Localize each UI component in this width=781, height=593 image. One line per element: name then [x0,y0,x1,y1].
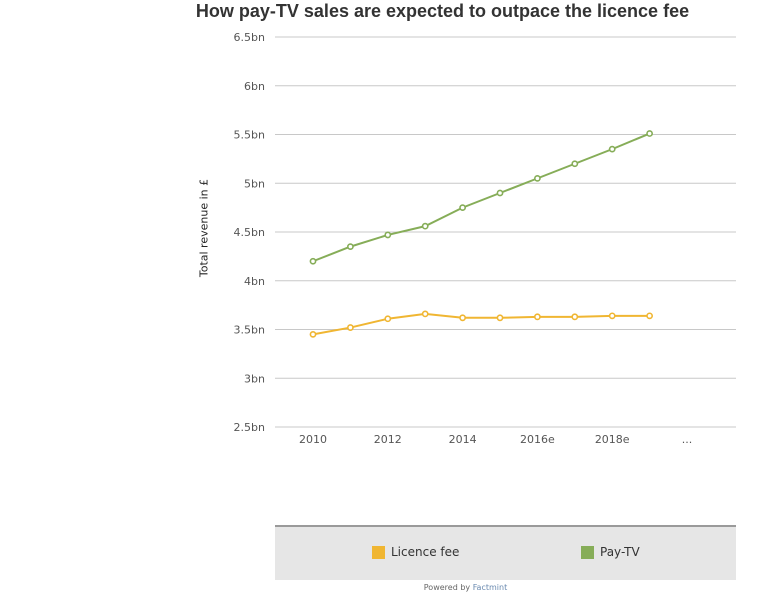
footer-prefix: Powered by [423,583,471,592]
legend-item-licence-fee[interactable]: Licence fee [372,545,459,559]
data-point [608,312,616,320]
data-point [608,145,616,153]
data-point [571,160,579,168]
series-line-pay-tv [312,132,650,263]
data-point [534,313,541,321]
y-tick-label: 3bn [244,372,265,385]
data-point [421,310,429,318]
data-point [459,314,466,322]
x-tick-label: 2014 [449,433,477,446]
x-tick-label: 2010 [299,433,327,446]
legend: Licence fee Pay-TV [275,525,736,580]
legend-label-licence-fee: Licence fee [391,545,460,559]
pay-tv-swatch [581,545,594,559]
x-tick-label: 2016e [520,433,555,446]
y-tick-label: 5bn [244,177,265,190]
data-point [346,243,354,251]
y-tick-label: 6bn [244,80,265,93]
data-point [534,174,541,182]
data-point [496,314,504,322]
data-point [496,189,504,197]
chart-title: How pay-TV sales are expected to outpace… [195,1,690,21]
y-tick-label: 4.5bn [234,226,265,239]
data-point [309,330,317,338]
data-point [459,204,466,212]
y-tick-label: 3.5bn [234,324,265,337]
data-point [646,312,653,320]
data-point [384,231,392,239]
x-tick-label: 2012 [374,433,402,446]
y-tick-label: 4bn [244,275,265,288]
y-tick-label: 2.5bn [234,421,265,434]
licence-fee-swatch [372,545,385,559]
footer-credit: Powered by Factmint [275,583,656,592]
x-tick-label: 2018e [595,433,630,446]
legend-item-pay-tv[interactable]: Pay-TV [581,545,640,559]
footer-brand-link[interactable]: Factmint [472,583,508,592]
data-point [384,315,392,323]
data-point [571,313,579,321]
legend-label-pay-tv: Pay-TV [600,545,640,559]
data-point [421,222,429,230]
data-point [346,324,354,331]
x-tick-label: ... [682,433,693,446]
y-tick-label: 5.5bn [234,129,265,142]
data-point [309,257,317,265]
data-point [646,130,653,137]
y-tick-label: 6.5bn [234,31,265,44]
series-line-licence-fee [312,312,650,336]
